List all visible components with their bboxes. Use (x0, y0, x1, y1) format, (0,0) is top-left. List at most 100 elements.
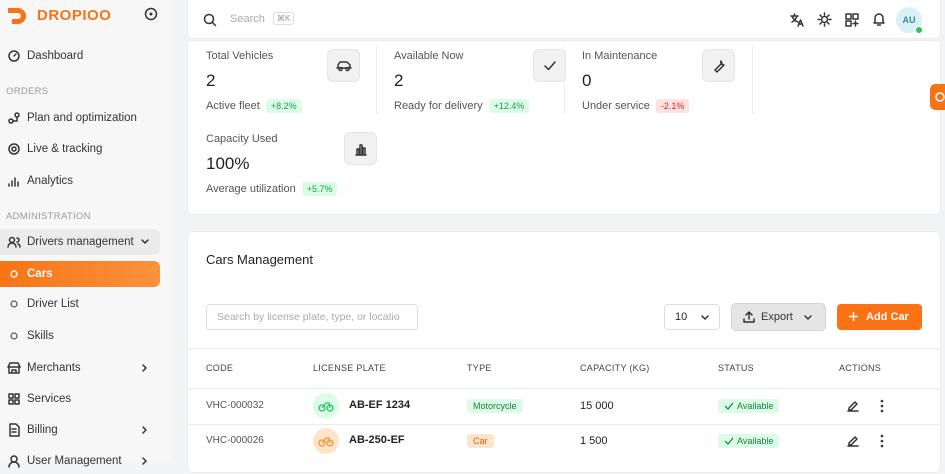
nav-item[interactable]: Live & tracking (0, 136, 160, 162)
apps-button[interactable] (845, 13, 859, 27)
label: Drivers management (27, 236, 134, 248)
sidebar: DROPIOO Dashboard ORDERS Plan and optimi… (0, 0, 172, 468)
table-border (188, 388, 940, 389)
edit-button[interactable] (846, 399, 860, 413)
more-button[interactable] (878, 434, 886, 448)
stat-value: 2 (394, 71, 404, 90)
type-badge: Motorcycle (467, 399, 523, 413)
divider (376, 46, 377, 114)
stat-icon (534, 50, 565, 81)
vehicle-icon (313, 393, 339, 419)
label: Analytics (27, 175, 74, 187)
icon (10, 300, 18, 308)
shortcut: ⌘K (273, 12, 295, 25)
divider (752, 46, 753, 114)
label: Under service (582, 100, 650, 112)
column-header: STATUS (718, 363, 754, 373)
label: Services (27, 393, 72, 405)
label: Skills (27, 330, 54, 342)
cell-capacity: 1 500 (580, 435, 608, 447)
icon (318, 402, 334, 412)
nav-item[interactable]: Analytics (0, 168, 160, 194)
icon (7, 362, 21, 374)
icon (141, 239, 149, 244)
stat-value: 0 (582, 71, 592, 90)
plus-icon (849, 312, 858, 321)
chevron (701, 315, 709, 320)
status-badge: Available (718, 434, 780, 448)
chevron (804, 315, 812, 320)
cell-plate: AB-EF 1234 (349, 399, 411, 411)
label: Merchants (27, 362, 81, 374)
stat-icon (328, 50, 359, 81)
nav-item[interactable]: Drivers management (0, 229, 160, 255)
change-badge: +12.4% (488, 99, 530, 113)
icon (7, 236, 21, 248)
page-size-select[interactable] (664, 304, 720, 330)
edit-button[interactable] (846, 434, 860, 448)
stat-label: In Maintenance (582, 50, 658, 62)
icon (724, 437, 734, 445)
nav-item[interactable]: Dashboard (0, 43, 160, 69)
nav-item[interactable]: Skills (0, 323, 160, 349)
theme-button[interactable] (817, 12, 832, 27)
icon (142, 457, 147, 465)
label: Live & tracking (27, 143, 103, 155)
stat-note: Average utilization +5.7% (206, 182, 338, 196)
settings-icon (935, 92, 945, 102)
cars-card (188, 232, 940, 472)
language-button[interactable] (790, 13, 804, 27)
stat-note: Ready for delivery +12.4% (394, 99, 530, 113)
export-label: Export (761, 311, 793, 323)
search-placeholder[interactable]: Search (230, 13, 265, 25)
more-button[interactable] (878, 399, 886, 413)
nav-item[interactable]: Plan and optimization (0, 105, 160, 131)
label: Dashboard (27, 50, 84, 62)
collapse-button[interactable] (144, 7, 158, 21)
icon (713, 59, 725, 73)
label: Available (737, 401, 774, 411)
stat-label: Available Now (394, 50, 464, 62)
nav-item[interactable]: Services (0, 386, 160, 412)
table-border (188, 424, 940, 425)
section-heading: ADMINISTRATION (6, 211, 91, 222)
stat-note: Active fleet +8.2% (206, 99, 302, 113)
icon (318, 437, 334, 447)
nav-item[interactable]: Merchants (0, 355, 160, 381)
label: Ready for delivery (394, 100, 483, 112)
brand: DROPIOO (37, 7, 112, 24)
status-dot (915, 26, 923, 34)
icon (8, 50, 20, 62)
label: Cars (27, 268, 53, 280)
add-label: Add Car (866, 311, 909, 323)
change-badge: -2.1% (655, 99, 690, 113)
icon (142, 364, 147, 372)
settings-tab[interactable] (930, 84, 945, 110)
divider (564, 46, 565, 114)
label: Driver List (27, 298, 79, 310)
search-input[interactable]: Search by license plate, type, or locati… (206, 304, 418, 330)
notifications-button[interactable] (872, 12, 886, 27)
nav-item-active[interactable]: Cars (0, 261, 160, 287)
icon (8, 112, 20, 124)
label: Average utilization (206, 183, 296, 195)
icon (9, 423, 20, 437)
icon (724, 402, 734, 410)
nav-item[interactable]: Driver List (0, 291, 160, 317)
section-heading: ORDERS (6, 86, 49, 97)
stat-label: Total Vehicles (206, 50, 274, 62)
nav-item[interactable]: User Management (0, 448, 160, 474)
column-header: CODE (206, 363, 234, 373)
change-badge: +8.2% (265, 99, 302, 113)
stat-label: Capacity Used (206, 133, 278, 145)
nav-item[interactable]: Billing (0, 417, 160, 443)
change-badge: +5.7% (301, 182, 338, 196)
export-icon (743, 311, 755, 323)
card-title: Cars Management (206, 252, 313, 267)
search-icon (203, 13, 217, 27)
label: Plan and optimization (27, 112, 137, 124)
column-header: CAPACITY (KG) (580, 363, 650, 373)
stat-value: 100% (206, 154, 250, 173)
icon (142, 426, 147, 434)
